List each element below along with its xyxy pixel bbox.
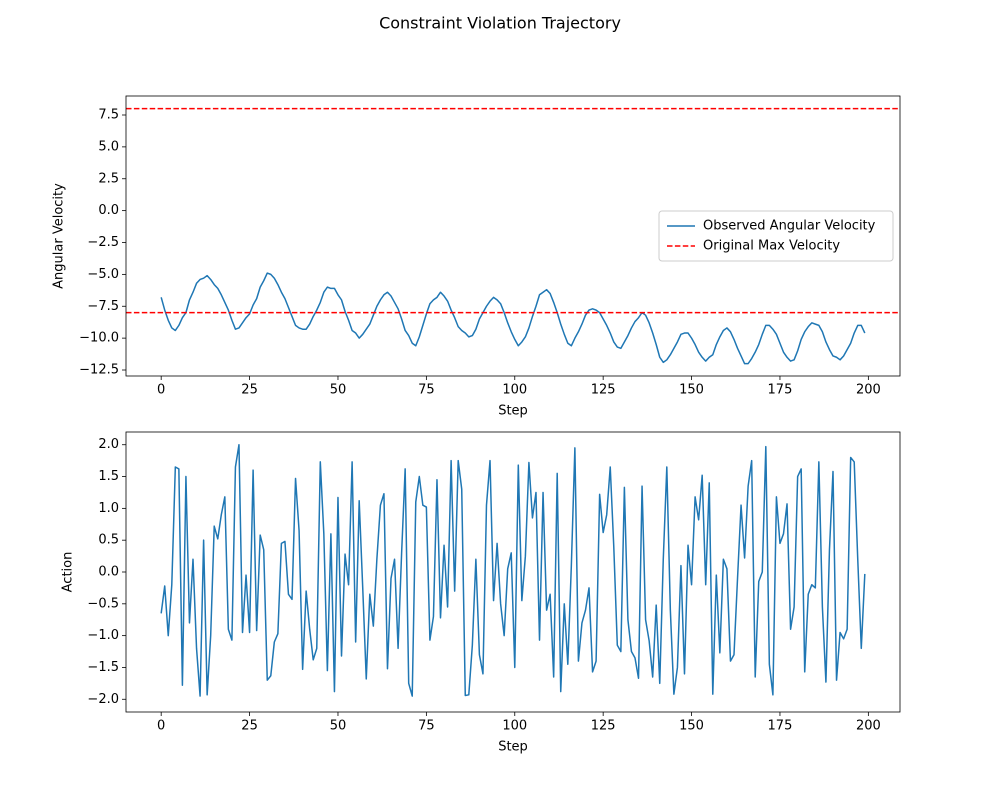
x-tick-label: 0 — [157, 383, 165, 398]
y-tick-label: 0.0 — [98, 565, 119, 580]
x-tick-label: 25 — [241, 383, 258, 398]
y-axis-label: Action — [61, 552, 76, 593]
y-tick-label: 0.5 — [98, 533, 119, 548]
x-tick-label: 125 — [591, 383, 616, 398]
x-tick-label: 175 — [768, 383, 793, 398]
y-axis-label: Angular Velocity — [52, 183, 67, 289]
x-tick-label: 50 — [330, 383, 347, 398]
y-tick-label: 2.0 — [98, 437, 119, 452]
legend-label: Original Max Velocity — [703, 239, 840, 254]
data-line — [160, 272, 866, 365]
x-tick-label: 75 — [418, 719, 435, 734]
x-tick-label: 175 — [768, 719, 793, 734]
x-tick-label: 125 — [591, 719, 616, 734]
y-tick-label: 2.5 — [98, 171, 119, 186]
x-tick-label: 25 — [241, 719, 258, 734]
data-line — [160, 443, 866, 697]
x-tick-label: 100 — [502, 719, 527, 734]
y-tick-label: 0.0 — [98, 203, 119, 218]
y-tick-label: 5.0 — [98, 139, 119, 154]
y-tick-label: −5.0 — [87, 267, 119, 282]
y-tick-label: 1.5 — [98, 469, 119, 484]
x-tick-label: 200 — [856, 719, 881, 734]
y-tick-label: −12.5 — [79, 363, 119, 378]
figure-title: Constraint Violation Trajectory — [379, 14, 621, 33]
axes-frame — [125, 431, 901, 713]
x-tick-label: 75 — [418, 383, 435, 398]
y-tick-label: −10.0 — [79, 331, 119, 346]
y-tick-label: −0.5 — [87, 596, 119, 611]
y-tick-label: −7.5 — [87, 299, 119, 314]
y-tick-label: −2.5 — [87, 235, 119, 250]
legend-label: Observed Angular Velocity — [703, 219, 876, 234]
y-tick-label: 1.0 — [98, 501, 119, 516]
axes-frame — [125, 95, 901, 377]
y-tick-label: −1.0 — [87, 628, 119, 643]
legend-box — [658, 210, 894, 262]
x-tick-label: 200 — [856, 383, 881, 398]
x-tick-label: 150 — [679, 383, 704, 398]
y-tick-label: −1.5 — [87, 660, 119, 675]
x-tick-label: 100 — [502, 383, 527, 398]
x-axis-label: Step — [498, 404, 528, 419]
y-tick-label: −2.0 — [87, 692, 119, 707]
x-tick-label: 50 — [330, 719, 347, 734]
x-axis-label: Step — [498, 740, 528, 755]
x-tick-label: 0 — [157, 719, 165, 734]
x-tick-label: 150 — [679, 719, 704, 734]
y-tick-label: 7.5 — [98, 107, 119, 122]
